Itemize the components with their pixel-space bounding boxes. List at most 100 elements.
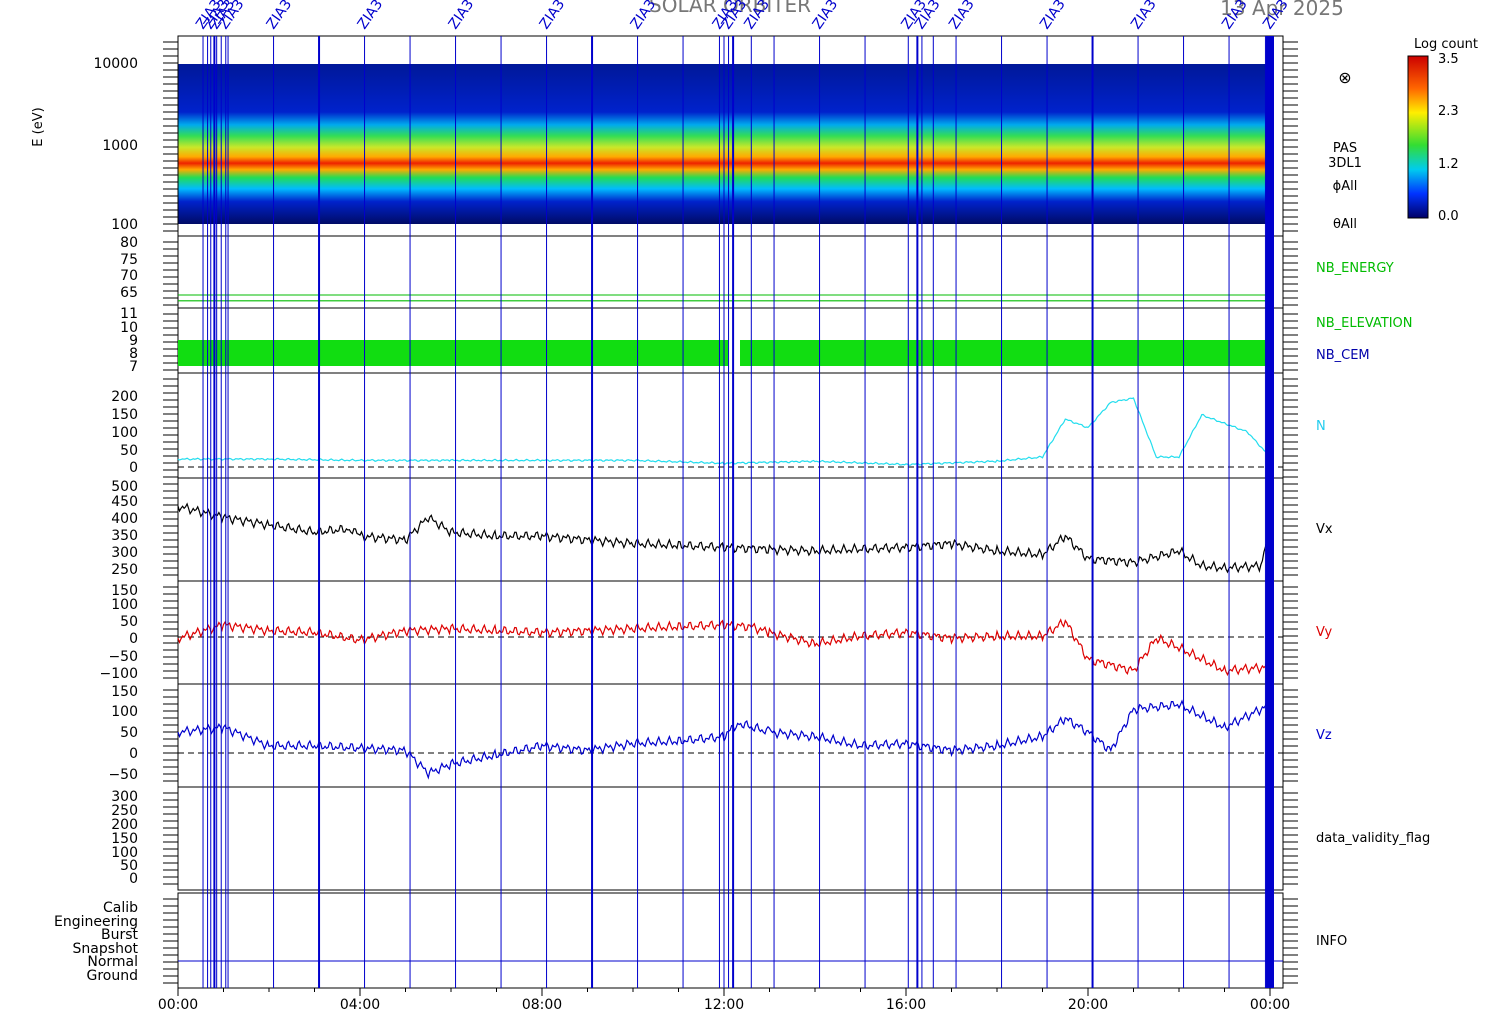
vx-ytick-350: 350 [111,528,138,544]
n-label: N [1316,419,1326,434]
vx-panel: 500 450 400 350 300 250 Vx [111,477,1333,582]
vy-label: Vy [1316,625,1333,640]
nb-elev-ytick-11: 11 [120,306,138,322]
colorbar-tick-3: 1.2 [1438,157,1459,172]
info-frame [177,892,1284,989]
vy-ytick-minus50: −50 [108,649,138,665]
colorbar-tick-min: 0.0 [1438,209,1459,224]
vz-ytick-150: 150 [111,684,138,700]
colorbar-tick-max: 3.5 [1438,52,1459,67]
nb-elevation-label: NB_ELEVATION [1316,316,1413,331]
vx-label: Vx [1316,522,1333,537]
event-marker-label: ZIA3 [1037,0,1069,32]
nb-energy-ytick-75: 75 [120,252,138,268]
nb-energy-panel: 80 75 70 65 NB_ENERGY [120,235,1394,309]
plot-date: 13 Apr 2025 [1220,0,1344,20]
nb-elevation-block-right [740,340,1270,366]
vy-panel: 150 100 50 0 −50 −100 Vy [100,580,1333,685]
nb-elev-ytick-8: 8 [129,346,138,362]
spec-label-theta: θAll [1333,217,1357,232]
info-ytick-calib: Calib [103,900,138,916]
info-label: INFO [1316,934,1347,949]
nb-elev-ytick-10: 10 [120,320,138,336]
validity-panel: 300 250 200 150 100 50 0 data_validity_f… [111,786,1430,891]
spec-ytick-100: 100 [111,217,138,233]
info-panel: Calib Engineering Burst Snapshot Normal … [54,892,1347,989]
vz-frame [177,683,1284,788]
val-ytick-250: 250 [111,803,138,819]
nb-energy-ytick-70: 70 [120,268,138,284]
colorbar-tick-2: 2.3 [1438,104,1459,119]
spec-label-3dl1: 3DL1 [1328,156,1362,171]
time-tick-label: 00:00 [158,997,198,1013]
vz-ytick-0: 0 [129,746,138,762]
spec-ytick-10000: 10000 [93,56,138,72]
info-ytick-normal: Normal [87,954,138,970]
spec-symbol: ⊗ [1338,68,1351,87]
val-ytick-50: 50 [120,858,138,874]
vx-ytick-250: 250 [111,562,138,578]
info-ytick-ground: Ground [87,968,139,984]
vx-ytick-500: 500 [111,479,138,495]
time-tick-label: 04:00 [340,997,380,1013]
vy-ytick-100: 100 [111,597,138,613]
val-ytick-0: 0 [129,871,138,887]
nb-cem-label: NB_CEM [1316,348,1370,363]
val-ytick-200: 200 [111,817,138,833]
vx-ytick-450: 450 [111,494,138,510]
nb-energy-ytick-65: 65 [120,285,138,301]
event-marker-label: ZIA3 [537,0,569,32]
event-marker-label: ZIA3 [1128,0,1160,32]
val-ytick-300: 300 [111,789,138,805]
time-tick-label: 00:00 [1250,997,1290,1013]
nb-energy-frame [177,235,1284,309]
n-ytick-100: 100 [111,425,138,441]
density-frame [177,372,1284,479]
n-ytick-150: 150 [111,407,138,423]
time-tick-label: 16:00 [886,997,926,1013]
val-ytick-100: 100 [111,845,138,861]
event-marker-label: ZIA3 [446,0,478,32]
spec-label-pas: PAS [1333,141,1357,156]
val-ytick-150: 150 [111,831,138,847]
info-ytick-snapshot: Snapshot [73,941,139,957]
nb-elev-ytick-9: 9 [129,333,138,349]
validity-frame [177,786,1284,891]
n-ytick-50: 50 [120,443,138,459]
plot-title: SOLAR ORBITER [649,0,811,17]
event-marker-label: ZIA3 [264,0,296,32]
colorbar [1407,55,1429,219]
vy-ytick-150: 150 [111,583,138,599]
nb-elev-ytick-7: 7 [129,359,138,375]
vz-label: Vz [1316,728,1332,743]
time-tick-label: 20:00 [1068,997,1108,1013]
event-marker-label: ZIA3 [810,0,842,32]
vz-ytick-minus50: −50 [108,767,138,783]
spectrogram-ylabel: E (eV) [31,107,46,146]
vx-ytick-300: 300 [111,545,138,561]
nb-elevation-block-left [178,340,728,366]
nb-elevation-panel: 11 10 9 8 7 NB_ELEVATION NB_CEM [120,306,1412,375]
vy-ytick-minus100: −100 [100,666,138,682]
info-ytick-burst: Burst [101,927,139,943]
event-marker-label: ZIA3 [355,0,387,32]
spectrogram-panel: E (eV) 10000 1000 100 ⊗ PAS 3DL1 ϕAll θA… [31,35,1362,237]
vy-ytick-50: 50 [120,614,138,630]
time-axis: 00:00 04:00 08:00 12:00 16:00 20:00 00:00 [158,988,1290,1013]
colorbar-title: Log count [1414,37,1478,52]
time-tick-label: 08:00 [522,997,562,1013]
vx-ytick-400: 400 [111,511,138,527]
n-ytick-0: 0 [129,460,138,476]
spec-ytick-1000: 1000 [102,138,138,154]
vz-ytick-100: 100 [111,704,138,720]
time-tick-label: 12:00 [704,997,744,1013]
nb-energy-ytick-80: 80 [120,235,138,251]
spec-label-phi: ϕAll [1333,179,1358,194]
axis-ticks [163,41,1298,984]
vy-ytick-0: 0 [129,631,138,647]
info-ytick-engineering: Engineering [54,914,138,930]
nb-energy-label: NB_ENERGY [1316,261,1394,276]
event-marker-label: ZIA3 [946,0,978,32]
n-ytick-200: 200 [111,389,138,405]
